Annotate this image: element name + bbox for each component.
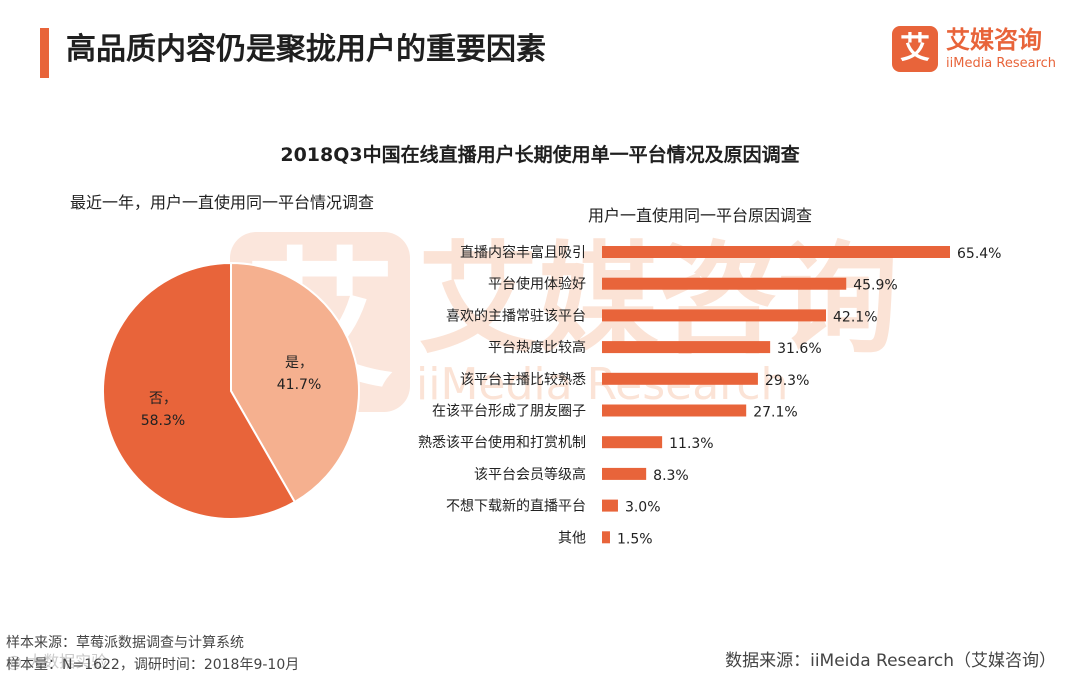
source-watermark: @ 大数据实验 bbox=[6, 652, 108, 671]
bar-7 bbox=[602, 467, 647, 480]
bar-9 bbox=[602, 531, 610, 544]
bar-value-label: 1.5% bbox=[617, 531, 653, 547]
bar-2 bbox=[602, 309, 827, 322]
bar-value-label: 65.4% bbox=[957, 246, 1001, 262]
bar-4 bbox=[602, 372, 758, 385]
data-source: 数据来源：iiMeida Research（艾媒咨询） bbox=[725, 651, 1056, 671]
pie-slice-1 bbox=[102, 261, 297, 520]
bar-category-label: 直播内容丰富且吸引 bbox=[460, 244, 586, 261]
footer-notes: 样本来源：草莓派数据调查与计算系统 样本量：N=1622，调研时间：2018年9… bbox=[6, 632, 299, 676]
pie-value-label: 41.7% bbox=[277, 377, 321, 393]
title-accent-bar bbox=[40, 28, 49, 78]
bar-category-label: 在该平台形成了朋友圈子 bbox=[432, 404, 586, 420]
bar-category-label: 平台热度比较高 bbox=[488, 339, 586, 356]
bar-chart-title: 用户一直使用同一平台原因调查 bbox=[588, 206, 813, 225]
pie-chart-title: 最近一年，用户一直使用同一平台情况调查 bbox=[70, 193, 375, 212]
bar-5 bbox=[602, 404, 747, 417]
bar-chart: 直播内容丰富且吸引 65.4% 平台使用体验好 45.9% 喜欢的主播常驻该平台 42.1… bbox=[418, 244, 1001, 547]
bar-value-label: 3.0% bbox=[625, 500, 661, 516]
pie-category-label: 否， bbox=[149, 391, 177, 407]
bar-category-label: 该平台会员等级高 bbox=[474, 466, 586, 483]
bar-category-label: 该平台主播比较熟悉 bbox=[460, 372, 586, 388]
bar-1 bbox=[602, 277, 847, 290]
bar-value-label: 29.3% bbox=[765, 373, 809, 389]
bar-category-label: 熟悉该平台使用和打赏机制 bbox=[418, 434, 586, 451]
bar-value-label: 45.9% bbox=[853, 278, 897, 294]
pie-slice-0 bbox=[230, 261, 360, 504]
logo-icon: 艾 bbox=[892, 26, 938, 72]
pie-value-label: 58.3% bbox=[141, 413, 185, 429]
sample-size: 样本量：N=1622，调研时间：2018年9-10月 bbox=[6, 657, 300, 673]
bar-6 bbox=[602, 436, 663, 449]
brand-logo: 艾 艾媒咨询 iiMedia Research bbox=[892, 26, 1062, 78]
page-title: 高品质内容仍是聚拢用户的重要因素 bbox=[66, 32, 546, 67]
bar-value-label: 42.1% bbox=[833, 309, 877, 325]
pie-chart: 是， 41.7% 否， 58.3% bbox=[102, 261, 360, 520]
bar-category-label: 喜欢的主播常驻该平台 bbox=[446, 308, 586, 324]
bar-value-label: 27.1% bbox=[753, 405, 797, 421]
bar-category-label: 不想下载新的直播平台 bbox=[446, 498, 586, 515]
pie-category-label: 是， bbox=[285, 355, 313, 371]
bar-0 bbox=[602, 246, 950, 258]
bar-3 bbox=[602, 341, 771, 354]
bar-value-label: 11.3% bbox=[669, 436, 713, 452]
bar-category-label: 平台使用体验好 bbox=[488, 276, 586, 293]
bar-8 bbox=[602, 499, 618, 512]
logo-text-cn: 艾媒咨询 bbox=[946, 26, 1042, 54]
bar-value-label: 31.6% bbox=[777, 341, 821, 357]
sample-source: 样本来源：草莓派数据调查与计算系统 bbox=[6, 635, 244, 651]
bar-value-label: 8.3% bbox=[653, 468, 689, 484]
chart-title: 2018Q3中国在线直播用户长期使用单一平台情况及原因调查 bbox=[280, 144, 800, 166]
bar-category-label: 其他 bbox=[558, 530, 586, 546]
logo-text-en: iiMedia Research bbox=[946, 56, 1057, 71]
